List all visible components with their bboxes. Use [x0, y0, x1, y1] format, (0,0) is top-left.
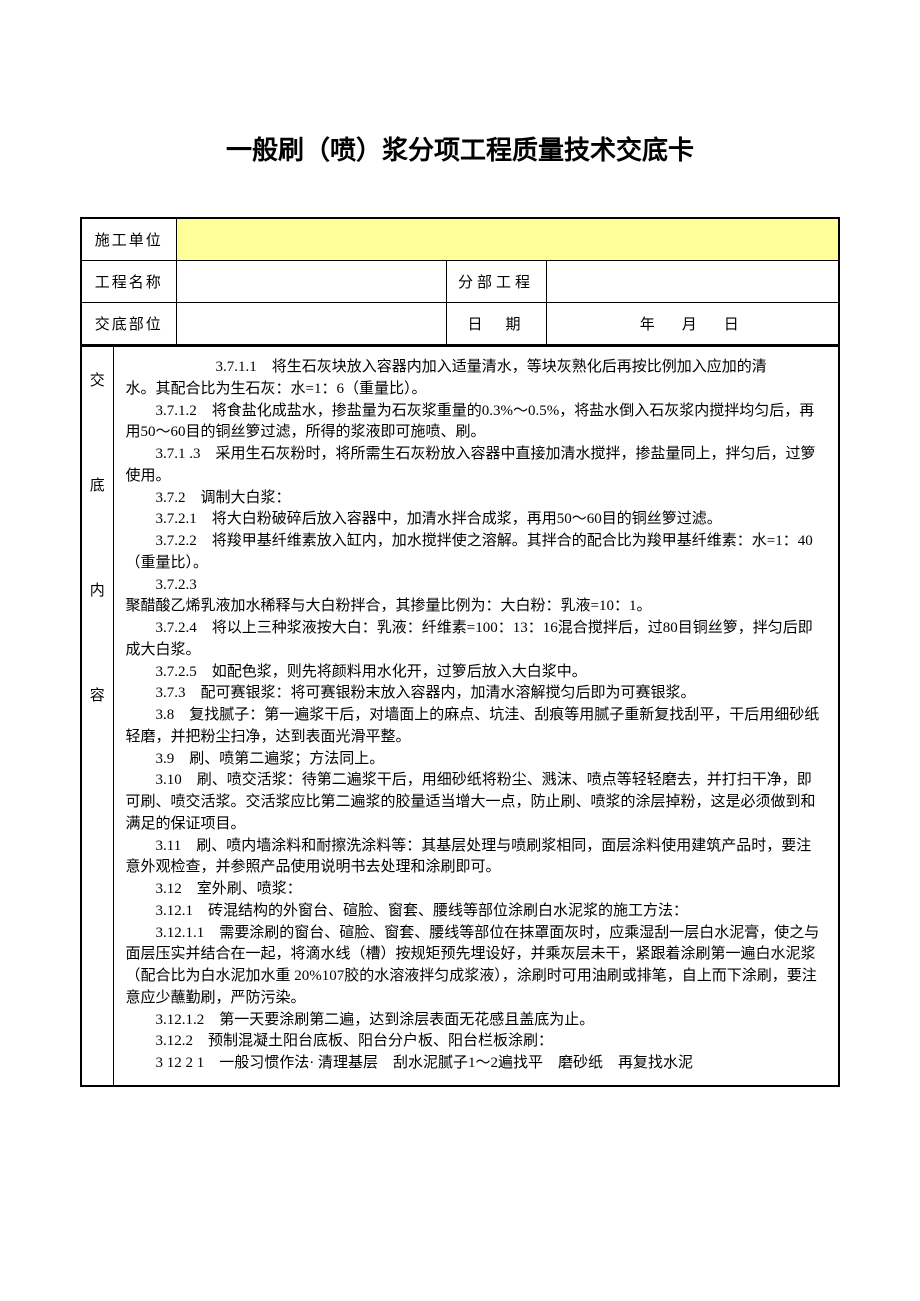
side-label: 交 底 内 容: [81, 347, 113, 1086]
para-3-7-1-2: 3.7.1.2 将食盐化成盐水，掺盐量为石灰浆重量的0.3%～0.5%，将盐水倒…: [126, 401, 827, 445]
para-3-12-1: 3.12.1 砖混结构的外窗台、碹脸、窗套、腰线等部位涂刷白水泥浆的施工方法：: [126, 901, 827, 923]
para-3-7-2-3a: 3.7.2.3: [126, 575, 827, 597]
para-3-7-2: 3.7.2 调制大白浆：: [126, 488, 827, 510]
row3-label: 交底部位: [81, 303, 176, 346]
para-3-7-2-5: 3.7.2.5 如配色浆，则先将颜料用水化开，过箩后放入大白浆中。: [126, 662, 827, 684]
para-3-7-2-1: 3.7.2.1 将大白粉破碎后放入容器中，加清水拌合成浆，再用50～60目的铜丝…: [126, 509, 827, 531]
header-table: 施工单位 工程名称 分部工程 交底部位 日 期 年 月 日: [80, 217, 840, 346]
row3-value1: [176, 303, 446, 346]
page-title: 一般刷（喷）浆分项工程质量技术交底卡: [80, 130, 840, 167]
para-3-7-1-1-b: 水。其配合比为生石灰：水=1：6（重量比）。: [126, 379, 827, 401]
para-3-7-2-3b: 聚醋酸乙烯乳液加水稀释与大白粉拌合，其掺量比例为：大白粉：乳液=10：1。: [126, 596, 827, 618]
row1-label: 施工单位: [81, 218, 176, 261]
content-table: 交 底 内 容 3.7.1.1 将生石灰块放入容器内加入适量清水，等块灰熟化后再…: [80, 346, 840, 1087]
content-body: 3.7.1.1 将生石灰块放入容器内加入适量清水，等块灰熟化后再按比例加入应加的…: [113, 347, 839, 1086]
para-3-12-1-1: 3.12.1.1 需要涂刷的窗台、碹脸、窗套、腰线等部位在抹罩面灰时，应乘湿刮一…: [126, 923, 827, 1010]
para-3-12-1-2: 3.12.1.2 第一天要涂刷第二遍，达到涂层表面无花感且盖底为止。: [126, 1010, 827, 1032]
para-3-8: 3.8 复找腻子：第一遍浆干后，对墙面上的麻点、坑洼、刮痕等用腻子重新复找刮平，…: [126, 705, 827, 749]
para-3-12-2-1: 3 12 2 1 一般习惯作法· 清理基层 刮水泥腻子1～2遍找平 磨砂纸 再复…: [126, 1053, 827, 1075]
para-3-12: 3.12 室外刷、喷浆：: [126, 879, 827, 901]
row2-value2: [546, 261, 839, 303]
para-3-7-2-4: 3.7.2.4 将以上三种浆液按大白：乳液：纤维素=100：13：16混合搅拌后…: [126, 618, 827, 662]
para-3-11: 3.11 刷、喷内墙涂料和耐擦洗涂料等：其基层处理与喷刷浆相同，面层涂料使用建筑…: [126, 836, 827, 880]
para-3-7-1-1-a: 3.7.1.1 将生石灰块放入容器内加入适量清水，等块灰熟化后再按比例加入应加的…: [126, 357, 827, 379]
para-3-10: 3.10 刷、喷交活浆：待第二遍浆干后，用细砂纸将粉尘、溅沫、喷点等轻轻磨去，并…: [126, 770, 827, 835]
row3-sub-label: 日 期: [446, 303, 546, 346]
para-3-7-1-3: 3.7.1 .3 采用生石灰粉时，将所需生石灰粉放入容器中直接加清水搅拌，掺盐量…: [126, 444, 827, 488]
row2-sub-label: 分部工程: [446, 261, 546, 303]
row2-value1: [176, 261, 446, 303]
row1-value: [176, 218, 839, 261]
row3-date: 年 月 日: [546, 303, 839, 346]
para-3-7-2-2: 3.7.2.2 将羧甲基纤维素放入缸内，加水搅拌使之溶解。其拌合的配合比为羧甲基…: [126, 531, 827, 575]
para-3-7-3: 3.7.3 配可赛银浆：将可赛银粉末放入容器内，加清水溶解搅匀后即为可赛银浆。: [126, 683, 827, 705]
para-3-12-2: 3.12.2 预制混凝土阳台底板、阳台分户板、阳台栏板涂刷：: [126, 1031, 827, 1053]
row2-label: 工程名称: [81, 261, 176, 303]
para-3-9: 3.9 刷、喷第二遍浆；方法同上。: [126, 749, 827, 771]
